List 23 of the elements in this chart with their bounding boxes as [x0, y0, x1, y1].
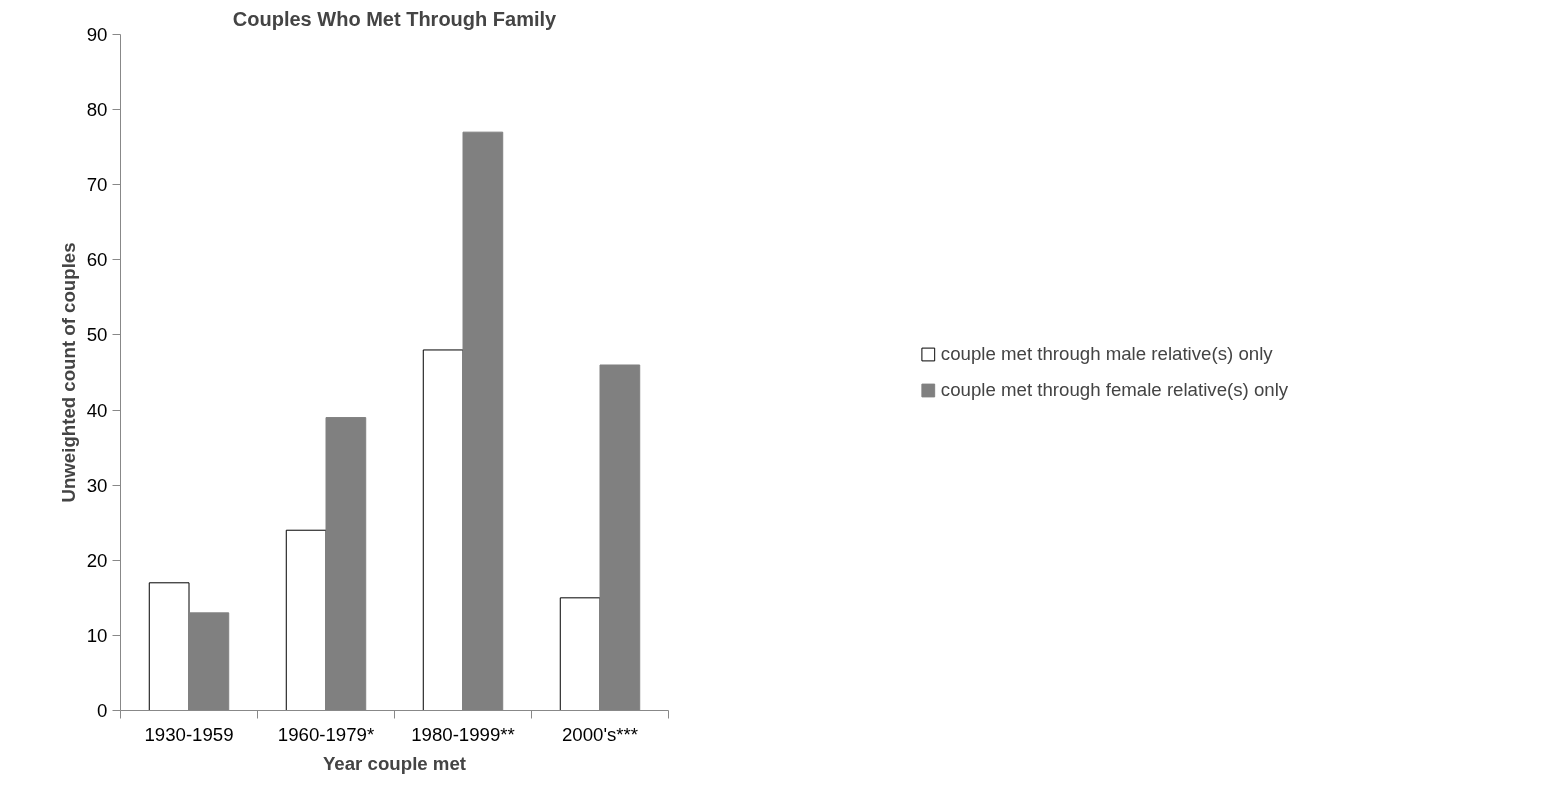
y-tick-label: 40 [86, 399, 108, 421]
y-tick-label: 10 [86, 624, 108, 646]
y-tick-label: 70 [86, 174, 108, 196]
y-tick-label: 60 [86, 249, 108, 271]
y-tick-label: 20 [86, 549, 108, 571]
bar [422, 349, 464, 711]
y-axis-title: Unweighted count of couples [57, 242, 79, 503]
bar [148, 582, 190, 711]
y-tick-label: 50 [86, 324, 108, 346]
x-tick-label: 2000's*** [561, 723, 639, 745]
x-tick-label: 1960-1979* [277, 723, 375, 745]
chart-title: Couples Who Met Through Family [232, 7, 558, 30]
y-tick-label: 80 [86, 99, 108, 121]
y-tick-label: 90 [86, 24, 108, 45]
x-tick-label: 1930-1959 [144, 723, 234, 745]
bar [559, 597, 601, 711]
x-tick-label: 1980-1999** [411, 723, 515, 745]
bar [285, 529, 327, 711]
x-axis-title: Year couple met [322, 752, 467, 774]
y-tick-label: 0 [97, 700, 108, 721]
legend-label: couple met through female relative(s) only [940, 379, 1289, 401]
legend-label: couple met through male relative(s) only [940, 343, 1273, 365]
y-tick-label: 30 [86, 474, 108, 496]
